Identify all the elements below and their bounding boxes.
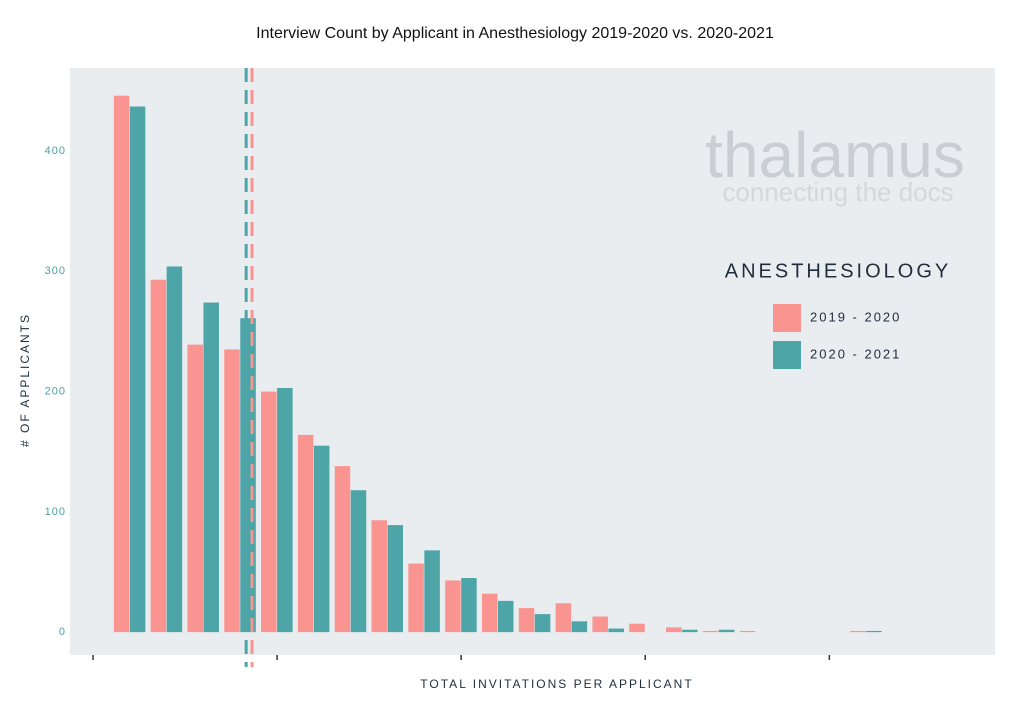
bar <box>371 520 388 633</box>
bar <box>629 623 645 633</box>
bar <box>445 580 461 633</box>
bar <box>718 629 735 633</box>
legend-swatch <box>773 341 801 369</box>
bar <box>682 629 698 633</box>
watermark-subtitle: connecting the docs <box>722 177 953 207</box>
bar <box>187 344 203 633</box>
legend-label: 2020 - 2021 <box>810 346 901 361</box>
legend-title: ANESTHESIOLOGY <box>725 260 952 282</box>
bar <box>555 603 572 633</box>
bar <box>424 550 440 633</box>
y-tick-label: 300 <box>45 265 66 277</box>
y-axis-label: # OF APPLICANTS <box>18 313 32 447</box>
bar <box>571 621 588 633</box>
bar <box>113 95 130 633</box>
bar <box>277 387 293 633</box>
bar <box>150 279 167 633</box>
bar <box>866 630 882 633</box>
watermark: thalamus <box>705 119 965 191</box>
bar <box>224 349 240 633</box>
chart-title: Interview Count by Applicant in Anesthes… <box>256 25 774 42</box>
bar <box>261 391 277 633</box>
bar <box>129 106 146 633</box>
bar <box>739 630 756 633</box>
legend-label: 2019 - 2020 <box>810 309 901 324</box>
bar <box>334 466 351 633</box>
bar <box>702 630 719 633</box>
bar <box>518 608 535 633</box>
y-tick-label: 400 <box>45 145 66 157</box>
plot-area <box>70 68 995 655</box>
bar <box>592 616 608 633</box>
bar <box>461 578 477 633</box>
bar <box>313 445 330 633</box>
bar <box>297 434 314 633</box>
y-tick-label: 200 <box>45 385 66 397</box>
y-tick-label: 100 <box>45 506 66 518</box>
bar <box>481 593 498 633</box>
bar <box>534 614 551 633</box>
bar <box>203 302 219 633</box>
bar <box>350 490 367 633</box>
bar <box>387 525 404 633</box>
bar <box>166 266 183 633</box>
x-axis-label: TOTAL INVITATIONS PER APPLICANT <box>420 677 693 691</box>
bar <box>408 563 424 633</box>
bar <box>497 600 514 633</box>
bar <box>608 628 624 633</box>
bar <box>666 627 682 633</box>
y-tick-label: 0 <box>59 626 66 638</box>
bar <box>850 630 866 633</box>
legend-swatch <box>773 304 801 332</box>
